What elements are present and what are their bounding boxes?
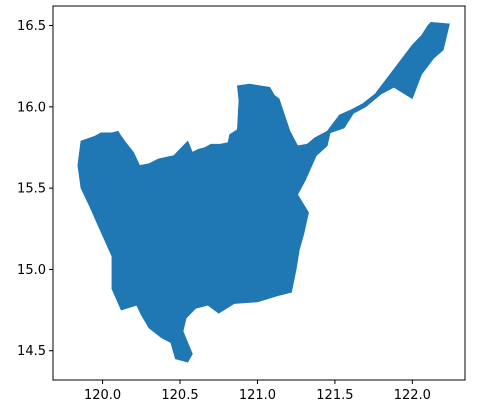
x-tick-label: 121.5 bbox=[316, 388, 353, 403]
x-tick-label: 120.0 bbox=[84, 388, 121, 403]
y-axis: 14.5 15.0 15.5 16.0 16.5 bbox=[17, 19, 53, 359]
axes-frame bbox=[52, 5, 466, 381]
y-tick-label: 14.5 bbox=[17, 344, 46, 359]
y-tick-label: 16.0 bbox=[17, 100, 46, 115]
map-region-layer bbox=[77, 21, 450, 363]
y-tick-label: 16.5 bbox=[17, 19, 46, 34]
region-polygon bbox=[77, 21, 450, 363]
x-tick-label: 120.5 bbox=[161, 388, 198, 403]
y-tick-label: 15.5 bbox=[17, 182, 46, 197]
x-axis: 120.0 120.5 121.0 121.5 122.0 bbox=[84, 380, 431, 403]
y-tick-label: 15.0 bbox=[17, 263, 46, 278]
x-tick-label: 121.0 bbox=[239, 388, 276, 403]
x-tick-label: 122.0 bbox=[394, 388, 431, 403]
